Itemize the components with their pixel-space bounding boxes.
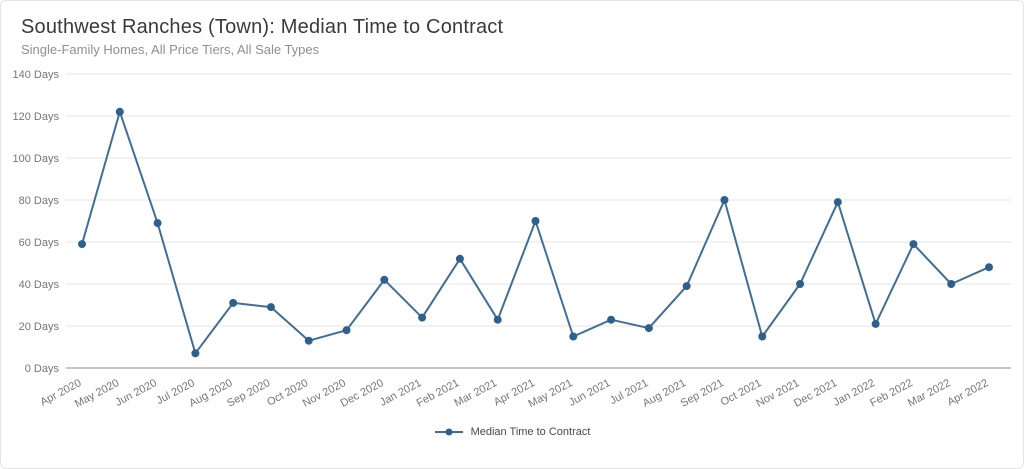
y-tick-label: 140 Days xyxy=(13,69,60,81)
y-tick-label: 80 Days xyxy=(19,195,60,207)
y-tick-label: 60 Days xyxy=(19,237,60,249)
x-tick-label: Dec 2020 xyxy=(339,377,386,410)
data-point[interactable] xyxy=(380,275,389,284)
x-tick-label: Jun 2021 xyxy=(567,377,613,409)
series-line xyxy=(81,110,990,355)
data-point[interactable] xyxy=(909,240,918,249)
y-tick-label: 40 Days xyxy=(19,279,60,291)
data-point[interactable] xyxy=(833,198,842,207)
data-point[interactable] xyxy=(644,324,653,333)
legend-line-dot-icon xyxy=(434,428,463,436)
data-point[interactable] xyxy=(78,240,86,249)
data-point[interactable] xyxy=(985,263,993,272)
x-tick-label: Mar 2021 xyxy=(452,377,499,409)
chart-canvas[interactable]: 0 Days 20 Days 40 Days 60 Days 80 Days 100 Da… xyxy=(1,59,1024,424)
page-title: Southwest Ranches (Town): Median Time to… xyxy=(21,16,504,38)
x-tick-label: Feb 2022 xyxy=(868,377,915,409)
x-tick-label: Mar 2022 xyxy=(906,377,953,409)
y-tick-label: 0 Days xyxy=(25,363,60,375)
data-point[interactable] xyxy=(342,326,351,335)
data-point[interactable] xyxy=(607,315,616,324)
x-tick-label: Dec 2021 xyxy=(792,377,839,410)
data-point[interactable] xyxy=(720,196,729,204)
data-point[interactable] xyxy=(455,254,464,263)
x-tick-label: Sep 2020 xyxy=(225,377,272,410)
page-subtitle: Single-Family Homes, All Price Tiers, Al… xyxy=(21,42,320,57)
data-point[interactable] xyxy=(493,315,502,324)
data-point[interactable] xyxy=(418,313,427,322)
y-tick-label: 120 Days xyxy=(13,111,60,123)
data-point[interactable] xyxy=(153,219,162,228)
data-point[interactable] xyxy=(796,280,805,288)
x-tick-label: Sep 2021 xyxy=(679,377,726,410)
data-point[interactable] xyxy=(304,336,313,345)
x-tick-label: Feb 2021 xyxy=(415,377,462,409)
x-tick-label: Jun 2020 xyxy=(113,377,159,409)
data-point[interactable] xyxy=(947,280,956,288)
x-tick-label: Apr 2022 xyxy=(945,377,990,409)
data-point[interactable] xyxy=(229,298,238,307)
data-point[interactable] xyxy=(871,319,880,328)
chart-header: Southwest Ranches (Town): Median Time to… xyxy=(1,1,1023,59)
y-tick-label: 20 Days xyxy=(19,321,60,333)
data-point[interactable] xyxy=(569,332,578,341)
data-point[interactable] xyxy=(531,217,540,225)
legend-label: Median Time to Contract xyxy=(470,426,591,438)
data-point[interactable] xyxy=(191,349,200,358)
data-point[interactable] xyxy=(266,303,275,312)
legend[interactable]: Median Time to Contract xyxy=(1,426,1023,438)
data-point[interactable] xyxy=(115,107,124,116)
data-point[interactable] xyxy=(682,282,691,291)
y-tick-label: 100 Days xyxy=(13,153,60,165)
data-point[interactable] xyxy=(758,332,767,341)
